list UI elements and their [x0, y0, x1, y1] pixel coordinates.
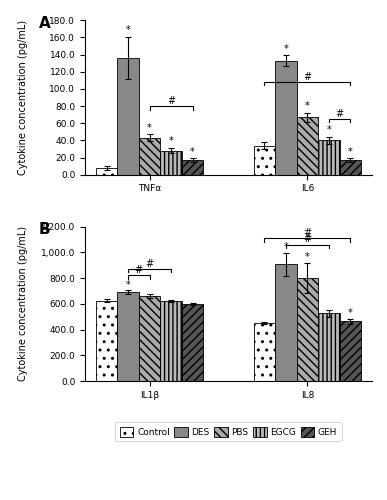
Text: #: # — [167, 96, 175, 106]
Bar — [139, 138, 160, 175]
Bar — [275, 264, 297, 381]
Text: *: * — [126, 280, 130, 289]
Y-axis label: Cytokine concentration (pg/mL): Cytokine concentration (pg/mL) — [17, 226, 27, 382]
Text: *: * — [169, 136, 173, 146]
Bar — [117, 58, 139, 175]
Bar — [340, 321, 361, 381]
Bar — [318, 314, 340, 381]
Bar — [297, 117, 318, 175]
Bar — [182, 160, 204, 175]
Bar — [340, 160, 361, 175]
Bar — [253, 324, 275, 381]
Bar — [96, 300, 117, 381]
Text: *: * — [327, 126, 331, 136]
Bar — [160, 150, 182, 175]
Text: A: A — [39, 16, 51, 30]
Bar — [297, 278, 318, 381]
Text: #: # — [303, 234, 312, 244]
Text: *: * — [284, 44, 288, 54]
Text: #: # — [303, 228, 312, 237]
Bar — [139, 296, 160, 381]
Text: #: # — [146, 258, 154, 268]
Text: #: # — [135, 265, 143, 275]
Text: *: * — [348, 146, 353, 156]
Text: *: * — [147, 122, 152, 132]
Bar — [275, 60, 297, 175]
Bar — [182, 304, 204, 381]
Text: #: # — [303, 72, 312, 82]
Text: *: * — [305, 252, 310, 262]
Legend: Control, DES, PBS, EGCG, GEH: Control, DES, PBS, EGCG, GEH — [115, 422, 342, 442]
Text: *: * — [126, 25, 130, 35]
Text: *: * — [348, 308, 353, 318]
Bar — [96, 168, 117, 175]
Y-axis label: Cytokine concentration (pg/mL): Cytokine concentration (pg/mL) — [17, 20, 27, 175]
Bar — [253, 146, 275, 175]
Bar — [117, 292, 139, 381]
Bar — [160, 301, 182, 381]
Bar — [318, 140, 340, 175]
Text: *: * — [284, 242, 288, 252]
Text: B: B — [39, 222, 51, 237]
Text: *: * — [190, 146, 195, 156]
Text: #: # — [336, 108, 344, 118]
Text: *: * — [305, 101, 310, 111]
